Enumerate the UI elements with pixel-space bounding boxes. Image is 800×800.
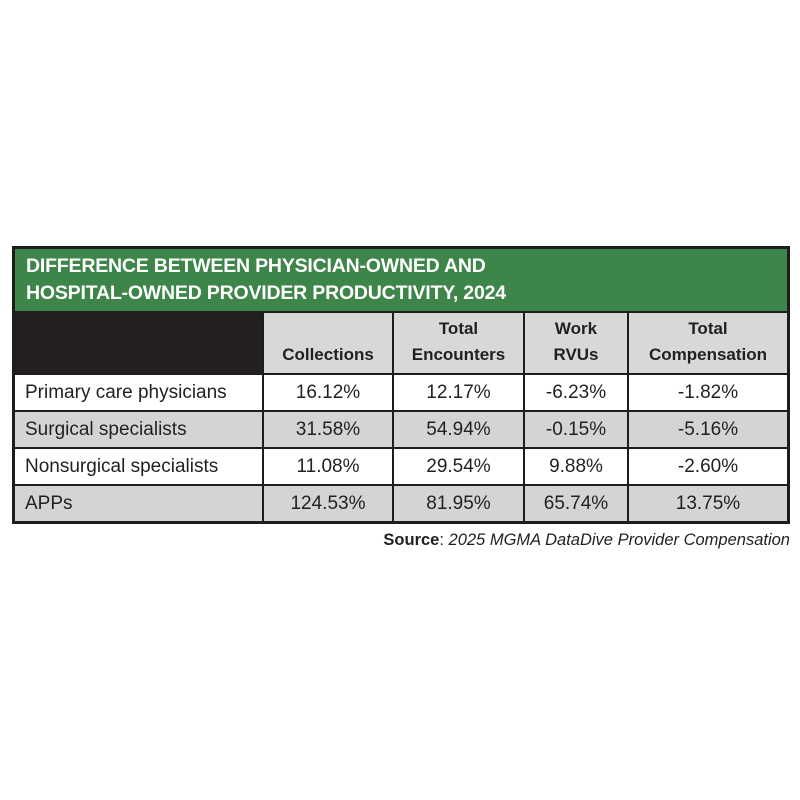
table-title: DIFFERENCE BETWEEN PHYSICIAN-OWNED AND H… [15, 249, 787, 311]
column-header-label: Work [554, 319, 598, 338]
source-text: 2025 MGMA DataDive Provider Compensation [448, 531, 790, 549]
productivity-table: DIFFERENCE BETWEEN PHYSICIAN-OWNED AND H… [12, 246, 790, 524]
column-header-label: Total [438, 319, 479, 338]
column-header-total-compensation: Total Compensation [629, 313, 787, 373]
source-attribution: Source: 2025 MGMA DataDive Provider Comp… [383, 531, 790, 550]
cell-total-compensation: -5.16% [629, 412, 787, 447]
source-label: Source [383, 531, 440, 549]
cell-work-rvus: 9.88% [525, 449, 627, 484]
cell-work-rvus: -0.15% [525, 412, 627, 447]
cell-total-encounters: 54.94% [394, 412, 523, 447]
cell-total-compensation: -2.60% [629, 449, 787, 484]
cell-total-compensation: -1.82% [629, 375, 787, 410]
column-header-label: Collections [282, 345, 374, 364]
row-label: Nonsurgical specialists [15, 449, 262, 484]
cell-work-rvus: -6.23% [525, 375, 627, 410]
cell-collections: 31.58% [264, 412, 392, 447]
row-label: APPs [15, 486, 262, 521]
cell-collections: 124.53% [264, 486, 392, 521]
column-header-total-encounters: Total Encounters [394, 313, 523, 373]
cell-total-encounters: 81.95% [394, 486, 523, 521]
column-header-work-rvus: Work RVUs [525, 313, 627, 373]
column-header-collections: Collections [264, 313, 392, 373]
corner-cell [15, 313, 262, 373]
source-separator: : [439, 531, 449, 549]
cell-total-compensation: 13.75% [629, 486, 787, 521]
column-header-label: Compensation [648, 345, 768, 364]
column-header-label: Total [688, 319, 728, 338]
cell-work-rvus: 65.74% [525, 486, 627, 521]
cell-collections: 11.08% [264, 449, 392, 484]
cell-collections: 16.12% [264, 375, 392, 410]
column-header-label: RVUs [553, 345, 599, 364]
row-label: Surgical specialists [15, 412, 262, 447]
column-header-label: Encounters [411, 345, 506, 364]
table-title-line-2: HOSPITAL-OWNED PROVIDER PRODUCTIVITY, 20… [26, 282, 506, 304]
table-title-line-1: DIFFERENCE BETWEEN PHYSICIAN-OWNED AND [26, 255, 486, 277]
row-label: Primary care physicians [15, 375, 262, 410]
cell-total-encounters: 12.17% [394, 375, 523, 410]
cell-total-encounters: 29.54% [394, 449, 523, 484]
